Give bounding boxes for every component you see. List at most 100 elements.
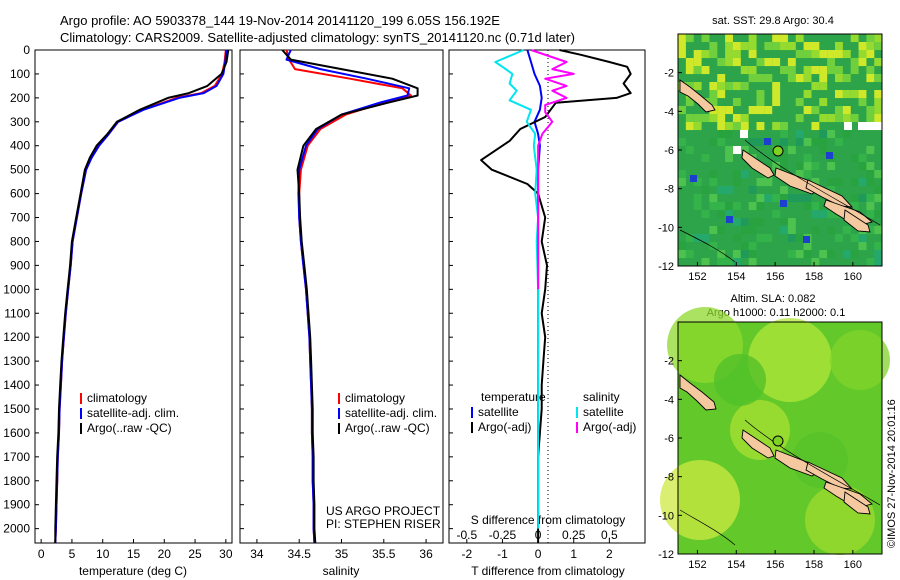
sst-cell	[693, 58, 702, 67]
sst-cell	[756, 194, 765, 203]
sst-cell	[701, 186, 710, 195]
sst-cell	[685, 82, 694, 91]
t-difference-label: T difference from climatology	[471, 564, 625, 578]
sst-cell	[842, 106, 851, 115]
sst-cell	[858, 42, 867, 51]
sla-blob	[748, 318, 832, 402]
salinity-x-tick-label: 36	[419, 547, 433, 561]
sst-map-lon-label: 160	[844, 271, 862, 283]
sst-cell	[795, 130, 804, 139]
sst-cell	[787, 146, 796, 155]
sst-cell	[717, 114, 726, 123]
sst-cell	[835, 90, 843, 99]
sst-cell	[725, 58, 733, 67]
sst-missing-cell	[858, 122, 866, 130]
salinity-line-climatology	[285, 49, 412, 544]
sst-cell	[850, 154, 859, 163]
sst-cell	[678, 242, 686, 251]
sst-cell	[866, 170, 875, 179]
sst-cell	[780, 194, 788, 203]
sst-cell	[685, 122, 694, 131]
sst-cell	[685, 34, 694, 43]
sst-cell	[732, 258, 741, 267]
sst-cell	[693, 50, 702, 59]
sla-blob	[660, 460, 740, 540]
sst-cell	[780, 34, 788, 43]
s-difference-label: S difference from climatology	[471, 513, 626, 527]
sst-cell	[866, 202, 875, 211]
sst-cell	[740, 42, 749, 51]
sst-cell	[701, 210, 710, 219]
sst-map-coastline	[679, 79, 881, 263]
sst-cell	[874, 242, 883, 251]
header-line-2: Climatology: CARS2009. Satellite-adjuste…	[60, 30, 575, 45]
sst-cell	[811, 122, 820, 131]
temperature-x-tick-label: 0	[38, 547, 45, 561]
sst-cell	[772, 162, 781, 171]
sst-cell	[850, 202, 859, 211]
sst-cell	[732, 202, 741, 211]
sst-cell	[709, 82, 718, 91]
sst-missing-cell	[740, 130, 748, 138]
diff-legend-salinity-label: satellite	[583, 405, 624, 419]
depth-tick-label: 900	[10, 258, 30, 272]
sst-cell	[772, 122, 781, 131]
sst-cell	[858, 194, 867, 203]
imos-timestamp: ©IMOS 27-Nov-2014 20:01:16	[886, 399, 898, 548]
sst-cell	[748, 218, 757, 227]
sst-cell	[787, 250, 796, 259]
sst-cell	[795, 50, 804, 59]
depth-tick-label: 1100	[4, 306, 30, 320]
sst-cell	[764, 234, 773, 243]
sst-island-bougainville	[679, 79, 716, 113]
sst-cell	[732, 42, 741, 51]
salinity-xlabel: salinity	[323, 564, 360, 578]
temperature-line-argo	[54, 49, 230, 543]
sla-map-coastline	[679, 374, 881, 546]
sst-cell	[725, 130, 733, 139]
sst-cell	[827, 250, 836, 259]
sst-cell	[693, 202, 702, 211]
sst-cell	[811, 66, 820, 75]
sst-cell	[827, 226, 836, 235]
difference-panel: S difference from climatology T differen…	[448, 49, 646, 578]
sst-cell	[717, 74, 726, 83]
salinity-x-tick-label: 35.5	[372, 547, 396, 561]
sst-map-lat-label: -6	[664, 145, 674, 157]
sla-map-lat-label: -10	[658, 510, 674, 522]
depth-tick-label: 1000	[3, 282, 30, 296]
sst-cell	[717, 122, 726, 131]
sst-cell	[701, 258, 710, 267]
sst-cell	[842, 226, 851, 235]
sst-cell	[803, 74, 812, 83]
sst-cell	[803, 170, 812, 179]
sst-cell	[835, 138, 843, 147]
sst-cell	[772, 34, 781, 43]
sst-cell	[725, 146, 733, 155]
sst-cell	[850, 90, 859, 99]
sst-cell	[787, 42, 796, 51]
s-difference-tick-label: -0.5	[456, 528, 477, 542]
sst-cell	[685, 98, 694, 107]
sst-cell	[748, 226, 757, 235]
sst-cell	[772, 58, 781, 67]
sst-cell	[756, 202, 765, 211]
salinity-x-tick-label: 34.5	[288, 547, 312, 561]
sst-cell	[756, 178, 765, 187]
sst-cell	[709, 194, 718, 203]
sst-cell	[803, 90, 812, 99]
sst-cell	[678, 250, 686, 259]
sst-cell	[732, 98, 741, 107]
sst-cell	[772, 210, 781, 219]
sst-missing-cell	[733, 146, 741, 154]
sst-cold-cell	[826, 152, 833, 159]
sst-cell	[842, 250, 851, 259]
sst-cell	[803, 42, 812, 51]
s-diff-line-satellite	[494, 49, 540, 529]
sst-cell	[780, 218, 788, 227]
sst-map-field	[678, 34, 883, 267]
sst-cell	[717, 58, 726, 67]
sst-cell	[811, 226, 820, 235]
sst-cell	[748, 106, 757, 115]
depth-tick-label: 1800	[3, 474, 30, 488]
